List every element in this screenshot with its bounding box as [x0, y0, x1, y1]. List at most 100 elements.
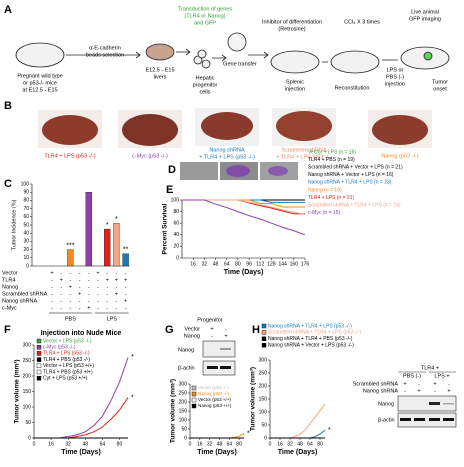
legend-label: Nanog (p53 -/-): [198, 391, 230, 396]
legend-label: TLR4 + PBS (p53 -/-): [43, 357, 90, 363]
scheme-text: E12.5 - E15: [145, 67, 174, 73]
scheme-text: Tumor: [432, 79, 448, 85]
liver-caption: c-Myc (p53 -/-): [132, 153, 168, 159]
bar: [104, 228, 111, 267]
significance-marker: **: [123, 247, 129, 254]
y-tick-label: 100: [21, 181, 30, 187]
blot-image: [202, 340, 236, 376]
legend-label: Nanog (p53 +/+): [198, 403, 232, 408]
table-sign: -: [106, 298, 108, 304]
legend-label: Scrambled shRNA + Vector + LPS (n = 21): [308, 165, 403, 171]
x-tick-label: 64: [100, 441, 106, 447]
table-sign: -: [97, 277, 99, 283]
y-tick-label: 0: [176, 255, 179, 261]
y-tick-label: 100: [259, 409, 268, 415]
scheme-text: Pregnant wild type: [17, 73, 62, 79]
y-tick-label: 60: [173, 221, 179, 227]
liver-photos: [38, 108, 432, 148]
legend-label: Nanog (n = 16): [308, 187, 342, 193]
x-tick-label: 48: [213, 261, 219, 267]
scheme-text: beads selection: [86, 52, 124, 58]
legend-label: Nanog shRNA + Vector + LPS (p53 -/-): [268, 343, 354, 349]
legend-label: c-Myc (p53 -/-): [43, 345, 76, 351]
y-tick-label: 250: [23, 358, 32, 364]
table-sign: +: [50, 270, 53, 276]
table-sign: +: [78, 291, 81, 297]
significance-marker: *: [131, 395, 134, 402]
blot-sign: +: [403, 381, 406, 387]
significance-marker: *: [328, 427, 331, 434]
x-tick-label: 64: [307, 441, 313, 447]
table-sign: -: [51, 305, 53, 311]
y-tick-label: 80: [173, 209, 179, 215]
liver-caption: TLR4 + LPS (p53 -/-): [44, 153, 95, 159]
y-axis-label: Tumor volume (mm³): [170, 379, 177, 443]
scheme-text: PBS (-): [386, 74, 404, 80]
x-tick-label: 32: [202, 261, 208, 267]
table-row-label: Nanog: [2, 284, 18, 290]
legend-marker: [36, 376, 42, 381]
x-tick-label: 80: [236, 441, 242, 447]
blot-sign: -: [434, 388, 436, 394]
legend-marker: [36, 338, 42, 344]
liver-caption: + TLR4 + LPS (p53 -/-): [199, 154, 255, 160]
liver-caption: Scrambled shRNA: [281, 147, 327, 153]
series-line: [190, 433, 245, 439]
table-sign: -: [115, 284, 117, 290]
x-tick-label: 80: [235, 261, 241, 267]
x-tick-label: 80: [117, 441, 123, 447]
scheme-text: Splenic: [286, 79, 304, 85]
legend-label: c-Myc (n = 15): [308, 210, 340, 216]
table-sign: +: [87, 305, 90, 311]
x-tick-label: 112: [256, 261, 264, 267]
panel-label: E: [166, 184, 173, 196]
x-tick-label: 16: [277, 441, 283, 447]
blot-row: Nanog: [184, 333, 200, 339]
legend-label: Vector (p53 -/-): [198, 385, 229, 390]
scheme-text: Reconstitution: [335, 85, 370, 91]
x-tick-label: 48: [82, 441, 88, 447]
blot-band-label: β-actin: [378, 417, 395, 423]
x-tick-label: 176: [301, 261, 310, 267]
table-sign: -: [51, 291, 53, 297]
y-tick-label: 150: [23, 389, 32, 395]
y-tick-label: 40: [173, 232, 179, 238]
x-tick-label: 16: [197, 441, 203, 447]
blot-row: Nanog shRNA: [363, 388, 398, 394]
blot-band-label: Nanog: [178, 347, 194, 353]
legend-label: Nanog shRNA + Vector + LPS (n = 16): [308, 172, 394, 178]
table-sign: -: [69, 298, 71, 304]
y-axis-label: Tumor volume (mm³): [14, 359, 21, 423]
table-sign: -: [115, 305, 117, 311]
y-tick-label: 50: [23, 222, 29, 228]
legend-marker: [36, 357, 42, 362]
scheme-text: injection: [285, 86, 305, 92]
scheme-text: progenitor: [193, 82, 218, 88]
bar: [122, 253, 129, 267]
legend-marker: [36, 345, 42, 350]
blot-group: LPS +: [434, 373, 449, 379]
table-sign: -: [79, 270, 81, 276]
scheme-text: LPS or: [387, 67, 404, 73]
x-tick-label: 160: [290, 261, 299, 267]
y-tick-label: 20: [173, 244, 179, 250]
y-tick-label: 200: [23, 373, 32, 379]
y-tick-label: 0: [28, 435, 31, 441]
blot-sign: -: [211, 333, 213, 339]
legend-marker: [191, 391, 197, 397]
legend-label: TLR4 + LPS (n = 21): [308, 195, 354, 201]
legend-label: TLR4 + LPS (p53 -/-): [43, 351, 90, 357]
table-sign: -: [60, 305, 62, 311]
scheme-text: at E12.5 - E15: [22, 87, 57, 93]
table-sign: -: [106, 291, 108, 297]
panel-label: F: [4, 324, 11, 336]
table-row-label: Nanog shRNA: [2, 298, 37, 304]
y-tick-label: 20: [23, 247, 29, 253]
y-axis-label: Tumor volume (mm³): [250, 367, 257, 431]
table-row-label: TLR4: [2, 277, 15, 283]
blot-sign: -: [404, 388, 406, 394]
table-sign: -: [60, 298, 62, 304]
panel-label: C: [4, 178, 12, 190]
blot-row: Scrambled shRNA: [353, 381, 399, 387]
